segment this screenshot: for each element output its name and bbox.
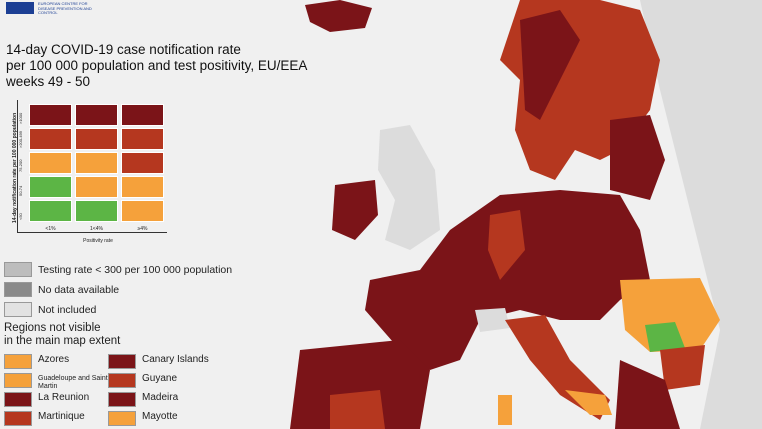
matrix-cell (121, 200, 164, 222)
romania (620, 278, 720, 352)
legend: Testing rate < 300 per 100 000 populatio… (0, 262, 300, 429)
row-label: <50 (18, 213, 23, 220)
col-label: ≥4% (137, 226, 148, 232)
region-label: Guyane (142, 373, 178, 384)
region-swatch (108, 354, 136, 369)
iberia (290, 340, 430, 429)
bulgaria (660, 345, 705, 390)
col-label: <1% (45, 226, 56, 232)
row-label: 50-74 (18, 185, 23, 196)
organization: EUROPEAN CENTRE FOR DISEASE PREVENTION A… (38, 1, 92, 15)
title-line: weeks 49 - 50 (6, 74, 91, 89)
norway-region (520, 10, 580, 120)
switzerland (475, 308, 510, 332)
sardinia (498, 395, 512, 425)
row-label: 75-200 (18, 159, 23, 172)
matrix-cell (121, 152, 164, 174)
region-swatch (4, 373, 32, 388)
legend-label: No data available (38, 284, 120, 296)
title: 14-day COVID-19 case notification rate p… (6, 42, 307, 90)
region-label: Canary Islands (142, 354, 209, 365)
iceland (305, 0, 372, 32)
region-label: Guadeloupe and Saint Martin (38, 375, 108, 390)
matrix-cell (29, 176, 72, 198)
row-label: >1000 (18, 112, 23, 124)
matrix-cell (121, 128, 164, 150)
x-axis-label: Positivity rate (83, 238, 113, 244)
matrix-cell (75, 200, 118, 222)
matrix-cell (29, 200, 72, 222)
region-swatch (108, 411, 136, 426)
united-kingdom (378, 125, 440, 250)
matrix-cell (75, 128, 118, 150)
y-axis-line (17, 100, 18, 232)
region-label: Martinique (38, 411, 85, 422)
matrix-cell (121, 176, 164, 198)
regions-heading: Regions not visible (4, 322, 101, 334)
germany-region (488, 210, 525, 280)
ireland (332, 180, 378, 240)
region-swatch (108, 392, 136, 407)
region-label: La Reunion (38, 392, 90, 403)
x-axis-line (17, 232, 167, 233)
legend-label: Testing rate < 300 per 100 000 populatio… (38, 264, 233, 276)
region-label: Madeira (142, 392, 179, 403)
mainland (365, 190, 650, 370)
italy-south (565, 390, 612, 415)
col-label: 1<4% (90, 226, 103, 232)
region-label: Mayotte (142, 411, 178, 422)
region-swatch (4, 392, 32, 407)
matrix-cell (75, 152, 118, 174)
matrix-cell (29, 104, 72, 126)
baltics (610, 115, 665, 200)
region-label: Azores (38, 354, 70, 365)
title-line: 14-day COVID-19 case notification rate (6, 42, 241, 57)
matrix-cell (29, 128, 72, 150)
region-swatch (4, 354, 32, 369)
eu-logo (6, 2, 34, 14)
non-eu-land (640, 0, 762, 429)
matrix-cell (121, 104, 164, 126)
legend-label: Not included (38, 304, 97, 316)
matrix-cell (75, 176, 118, 198)
matrix-cell (75, 104, 118, 126)
matrix-cell (29, 152, 72, 174)
legend-swatch (4, 262, 32, 277)
region-swatch (108, 373, 136, 388)
region-swatch (4, 411, 32, 426)
regions-heading: in the main map extent (4, 335, 121, 347)
legend-matrix: 14-day notification rate per 100 000 pop… (0, 100, 175, 250)
legend-swatch (4, 282, 32, 297)
spain-region (330, 390, 385, 429)
greece (615, 360, 680, 429)
legend-swatch (4, 302, 32, 317)
row-label: >200-499 (18, 130, 23, 148)
title-line: per 100 000 population and test positivi… (6, 58, 308, 73)
bulgaria-region (645, 322, 685, 352)
